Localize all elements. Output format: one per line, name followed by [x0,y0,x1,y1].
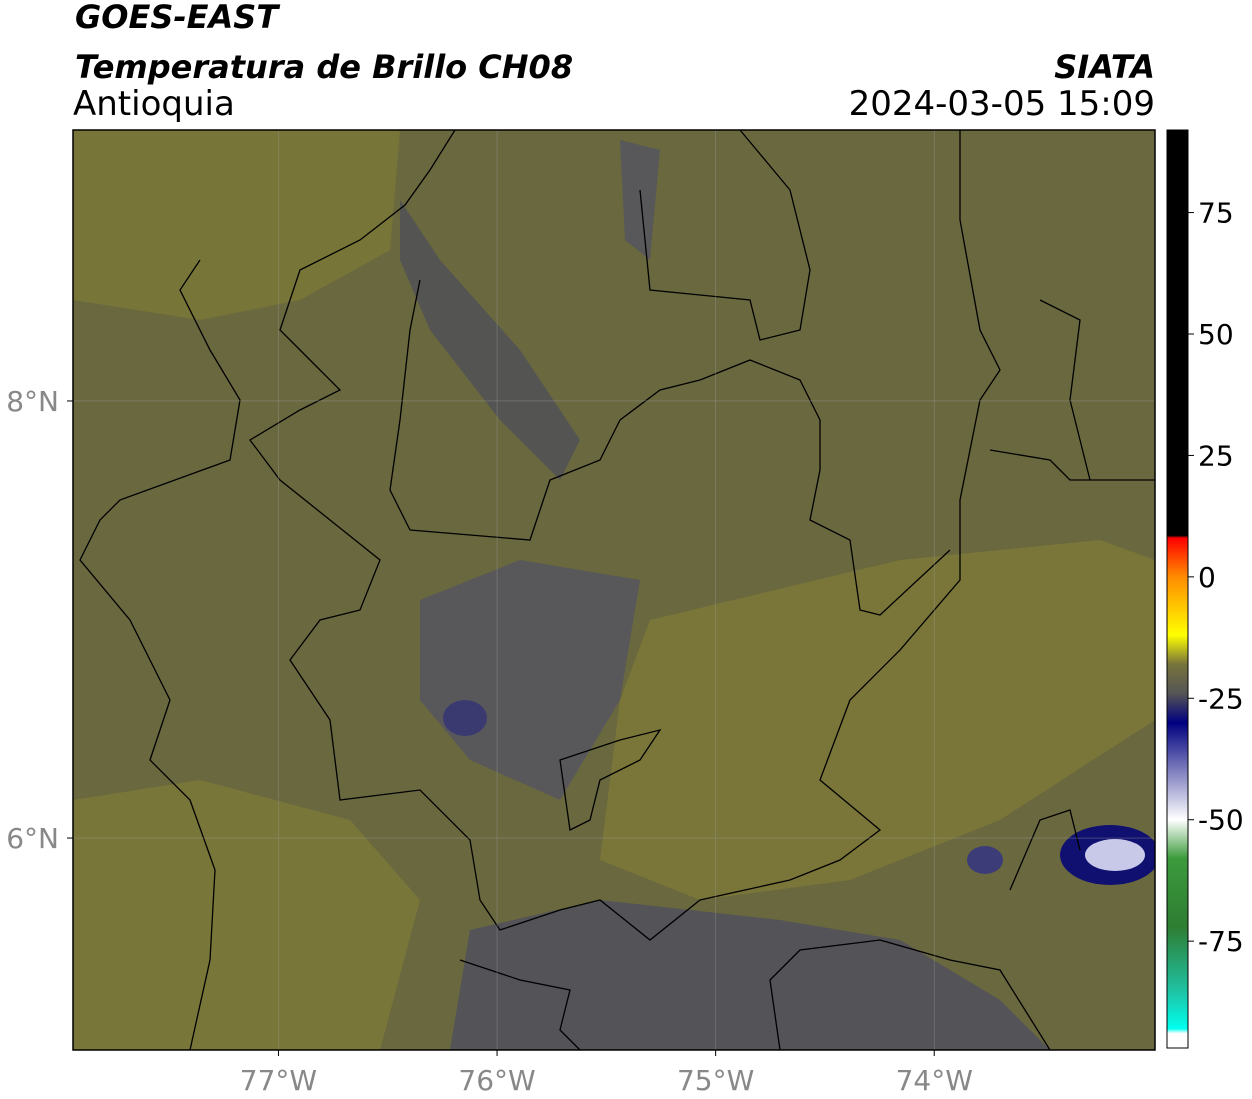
colorbar [1166,129,1189,1049]
cold-area [400,200,580,480]
title: GOES-EAST [75,0,280,36]
source: SIATA [1054,48,1155,86]
gridlines [73,130,1155,1050]
cold-area [420,560,640,800]
cold-cell [967,846,1003,874]
colorbar-tick-label: -25 [1198,682,1244,715]
colorbar-tick-label: 25 [1198,439,1234,472]
border [389,279,421,531]
border [1039,299,1091,481]
border [769,939,1051,1050]
subtitle: Temperatura de Brillo CH08 [75,48,573,86]
map-field [73,130,1155,1050]
y-tick-label: 8°N [6,385,59,418]
x-tick-label: 74°W [896,1064,973,1097]
cold-cell [1085,839,1145,871]
borders [79,130,1155,1050]
border [989,449,1155,481]
colorbar-tick-label: -75 [1198,925,1244,958]
border [459,959,581,1050]
colorbar-tick-label: -50 [1198,804,1244,837]
x-tick-label: 76°W [458,1064,535,1097]
cold-cell [443,700,487,736]
warm-area [73,130,400,320]
border [639,130,811,341]
border [409,359,951,616]
warm-area [73,780,420,1050]
border [1009,809,1081,891]
warm-area [600,540,1155,900]
x-tick-label: 75°W [677,1064,754,1097]
coast [79,259,241,1050]
datetime: 2024-03-05 15:09 [849,84,1155,124]
border [559,728,662,831]
cold-area [620,140,660,260]
y-tick-label: 6°N [6,822,59,855]
colorbar-tick-label: 0 [1198,561,1216,594]
x-tick-label: 77°W [240,1064,317,1097]
colorbar-tick-label: 75 [1198,197,1234,230]
colorbar-tick-label: 50 [1198,318,1234,351]
region: Antioquia [73,84,235,124]
map-frame [72,129,1156,1051]
department-border [249,130,1001,941]
cold-area [450,900,1050,1050]
